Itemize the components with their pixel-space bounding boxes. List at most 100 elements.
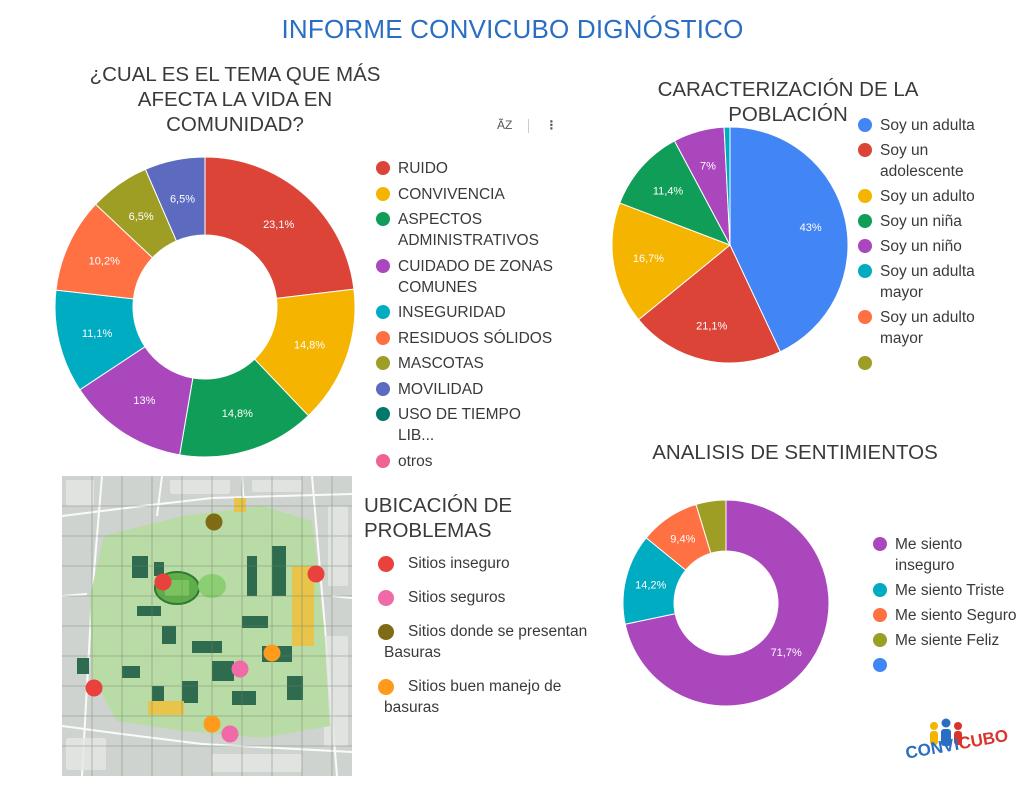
tema-legend-swatch — [376, 212, 390, 226]
tema-data-label-1: 14,8% — [294, 340, 325, 352]
sentimientos-legend-label: Me siento Seguro — [895, 607, 1017, 624]
sentimientos-legend-label: Me siento inseguro — [895, 536, 963, 574]
ubicacion-legend-label: Sitios seguros — [408, 589, 506, 606]
tema-legend-label: otros — [398, 452, 433, 470]
sentimientos-donut-chart: 71,7% 14,2% 9,4% — [622, 499, 830, 707]
map-markers — [85, 513, 325, 743]
toolbar-divider — [528, 118, 530, 133]
tema-legend-label: ASPECTOS ADMINISTRATIVOS — [398, 211, 539, 249]
poblacion-legend-item[interactable]: Soy un adulto mayor — [858, 307, 998, 349]
poblacion-legend-item[interactable]: Soy un niña — [858, 211, 998, 232]
poblacion-legend-label: Soy un adulta mayor — [880, 263, 975, 301]
poblacion-legend-item[interactable]: Soy un adulta — [858, 115, 998, 136]
map-marker-seguro[interactable] — [221, 725, 239, 743]
tema-data-label-2: 14,8% — [222, 408, 253, 420]
poblacion-legend-swatch — [858, 143, 872, 157]
map-marker-inseguro[interactable] — [85, 679, 103, 697]
sentimientos-legend-label: Me siente Feliz — [895, 632, 1000, 649]
more-vert-icon[interactable]: ⋮ — [545, 118, 558, 132]
tema-data-label-7: 6,5% — [170, 193, 195, 205]
sentimientos-chart-title: ANALISIS DE SENTIMIENTOS — [652, 441, 938, 464]
tema-legend-item[interactable]: RUIDO — [376, 158, 556, 179]
poblacion-legend-swatch — [858, 118, 872, 132]
ubicacion-legend-label: Sitios inseguro — [408, 555, 510, 572]
poblacion-legend-label: Soy un adulto mayor — [880, 309, 975, 347]
poblacion-slice-1 — [637, 244, 781, 364]
chart-toolbar: A͂Z ⋮ — [497, 118, 557, 133]
sentimientos-data-label-1: 14,2% — [635, 580, 666, 592]
sentimientos-legend-swatch — [873, 583, 887, 597]
convicubo-logo — [930, 718, 962, 746]
campus-area — [90, 506, 330, 738]
tema-legend-swatch — [376, 381, 390, 396]
map-marker-buen_manejo[interactable] — [263, 644, 281, 662]
tema-legend-item[interactable]: MOVILIDAD — [376, 379, 556, 400]
poblacion-slice-2 — [611, 202, 731, 321]
tema-legend-label: INSEGURIDAD — [398, 304, 506, 321]
sentimientos-legend-swatch — [873, 608, 887, 622]
poblacion-legend-label: Soy un adolescente — [880, 142, 964, 180]
sentimientos-legend-item[interactable] — [873, 655, 1023, 672]
poblacion-data-label-2: 16,7% — [633, 253, 664, 265]
poblacion-legend-swatch — [858, 189, 872, 203]
map-marker-seguro[interactable] — [231, 660, 249, 678]
sentimientos-legend-item[interactable]: Me siento inseguro — [873, 534, 1023, 576]
sort-az-icon[interactable]: A͂Z — [497, 118, 513, 132]
poblacion-pie-chart: 43% 21,1% 16,7% 11,4% 7% — [611, 126, 849, 364]
poblacion-legend-swatch — [858, 356, 872, 370]
poblacion-legend-swatch — [858, 310, 872, 324]
tema-legend-item[interactable]: CONVIVENCIA — [376, 184, 556, 205]
logo-people-icon — [930, 718, 962, 746]
sentimientos-legend: Me siento inseguro Me siento Triste Me sie… — [873, 534, 1023, 676]
sentimientos-legend-item[interactable]: Me siento Triste — [873, 580, 1023, 601]
ubicacion-legend-dot — [378, 590, 394, 606]
poblacion-data-label-1: 21,1% — [696, 321, 727, 333]
map-marker-basuras[interactable] — [205, 513, 223, 531]
ubicacion-legend-dot — [378, 679, 394, 695]
sentimientos-legend-item[interactable]: Me siento Seguro — [873, 605, 1023, 626]
tema-legend-item[interactable]: RESIDUOS SÓLIDOS — [376, 328, 556, 349]
tema-legend-swatch — [376, 407, 390, 421]
poblacion-legend-item[interactable]: Soy un adulto — [858, 186, 998, 207]
ubicacion-legend-item: Sitios donde se presentan Basuras — [378, 621, 593, 663]
tema-legend-label: RUIDO — [398, 160, 448, 177]
tema-legend-swatch — [376, 186, 390, 201]
tema-legend-swatch — [376, 356, 390, 370]
tema-legend-item[interactable]: ASPECTOS ADMINISTRATIVOS — [376, 209, 556, 251]
poblacion-legend-item[interactable]: Soy un niño — [858, 236, 998, 257]
poblacion-legend-item[interactable] — [858, 353, 998, 370]
poblacion-legend-label: Soy un adulta — [880, 117, 975, 134]
poblacion-legend-item[interactable]: Soy un adulta mayor — [858, 261, 998, 303]
tema-legend-item[interactable]: CUIDADO DE ZONAS COMUNES — [376, 256, 556, 298]
poblacion-legend-label: Soy un niño — [880, 238, 962, 255]
poblacion-legend-swatch — [858, 239, 872, 253]
ubicacion-title: UBICACIÓN DE PROBLEMAS — [364, 494, 513, 542]
tema-legend-swatch — [376, 161, 390, 175]
tema-legend-item[interactable]: INSEGURIDAD — [376, 302, 556, 323]
ubicacion-legend-item: Sitios buen manejo de basuras — [378, 676, 593, 718]
map-grid — [62, 476, 352, 776]
map-marker-buen_manejo[interactable] — [203, 715, 221, 733]
tema-legend-item[interactable]: MASCOTAS — [376, 353, 556, 374]
ubicacion-legend: Sitios inseguro Sitios seguros Sitios dond… — [378, 553, 593, 731]
report-title: INFORME CONVICUBO DIGNÓSTICO — [281, 14, 744, 44]
tema-legend-swatch — [376, 453, 390, 468]
tema-legend-item[interactable]: USO DE TIEMPO LIB... — [376, 404, 556, 446]
sentimientos-legend-swatch — [873, 658, 887, 672]
poblacion-legend: Soy un adulta Soy un adolescente Soy un ad… — [858, 115, 998, 374]
poblacion-data-label-0: 43% — [800, 222, 822, 234]
tema-donut-chart: 23,1% 14,8% 14,8% 13% 11,1% 10,2% 6,5% 6,5% — [54, 156, 356, 458]
map-marker-inseguro[interactable] — [307, 565, 325, 583]
tema-legend-item[interactable]: otros — [376, 451, 556, 472]
poblacion-legend-item[interactable]: Soy un adolescente — [858, 140, 998, 182]
ubicacion-legend-dot — [378, 556, 394, 572]
map-buildings — [77, 546, 303, 705]
tema-data-label-5: 10,2% — [89, 255, 120, 267]
tema-data-label-6: 6,5% — [129, 211, 154, 223]
poblacion-data-label-3: 11,4% — [653, 185, 684, 197]
sentimientos-legend-item[interactable]: Me siente Feliz — [873, 630, 1023, 651]
map-marker-inseguro[interactable] — [154, 573, 172, 591]
tema-legend-label: MOVILIDAD — [398, 380, 484, 398]
tema-slice-0 — [204, 156, 355, 299]
poblacion-chart-title: CARACTERIZACIÓN DE LA POBLACIÓN — [657, 78, 919, 126]
